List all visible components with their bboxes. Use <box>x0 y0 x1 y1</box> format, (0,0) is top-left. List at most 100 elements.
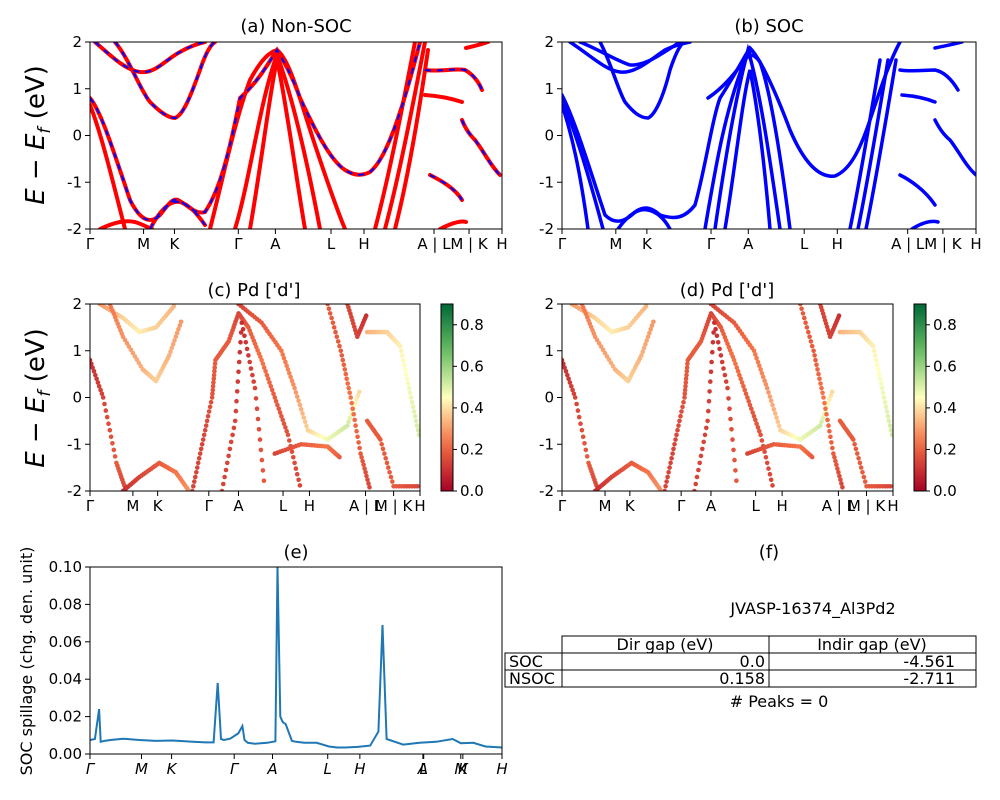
scatter-point <box>735 369 741 374</box>
scatter-point <box>408 395 414 400</box>
scatter-point <box>107 427 113 433</box>
scatter-point <box>838 477 843 483</box>
scatter-point <box>852 442 857 447</box>
scatter-point <box>759 438 765 443</box>
scatter-point <box>707 389 712 394</box>
scatter-point <box>335 339 341 344</box>
scatter-point <box>273 398 279 404</box>
scatter-point <box>409 399 415 405</box>
scatter-point <box>227 446 233 452</box>
scatter-point <box>242 333 247 339</box>
scatter-point <box>271 391 276 397</box>
scatter-point <box>236 369 241 375</box>
y-tick-label: 0 <box>544 127 554 145</box>
scatter-point <box>205 413 211 419</box>
scatter-point <box>677 418 682 424</box>
scatter-point <box>606 357 612 362</box>
scatter-point <box>706 408 711 414</box>
scatter-point <box>872 353 878 358</box>
scatter-point <box>284 363 290 369</box>
x-tick-label: L <box>279 497 288 515</box>
panel-f: (f) JVASP-16374_Al3Pd2 Dir gap (eV) Indi… <box>504 542 977 711</box>
scatter-point <box>862 479 868 484</box>
scatter-point <box>770 483 775 488</box>
panel-f-subtitle: JVASP-16374_Al3Pd2 <box>729 599 895 619</box>
scatter-point <box>851 437 856 442</box>
scatter-point <box>90 365 95 370</box>
table-row-label: SOC <box>509 652 543 671</box>
scatter-point <box>334 334 340 340</box>
band-curve <box>856 58 890 229</box>
x-tick-label: Γ <box>707 235 716 253</box>
scatter-point <box>820 390 825 396</box>
scatter-point <box>283 359 288 365</box>
scatter-point <box>709 359 714 365</box>
scatter-point <box>710 349 715 355</box>
scatter-point <box>412 413 418 419</box>
band-curve <box>423 93 464 104</box>
band-curve <box>438 219 468 229</box>
scatter-point <box>279 348 284 354</box>
scatter-point <box>698 453 704 459</box>
scatter-point <box>814 362 819 368</box>
scatter-point <box>571 391 577 397</box>
colorbar <box>440 303 454 492</box>
band-curve <box>562 98 605 229</box>
y-tick-label: 0.10 <box>49 558 82 576</box>
scatter-point <box>682 395 687 400</box>
scatter-point <box>294 471 300 477</box>
scatter-point <box>839 481 844 486</box>
scatter-point <box>126 344 132 349</box>
scatter-point <box>379 442 385 447</box>
scatter-point <box>857 460 863 466</box>
band-curve <box>568 42 692 74</box>
scatter-point <box>365 477 370 483</box>
scatter-point <box>344 376 350 382</box>
scatter-point <box>136 360 142 366</box>
scatter-point <box>706 398 712 404</box>
scatter-point <box>347 390 353 396</box>
scatter-point <box>256 427 262 432</box>
scatter-point <box>888 427 893 433</box>
scatter-point <box>90 361 94 367</box>
scatter-point <box>410 404 416 410</box>
colorbar-tick-label: 0.6 <box>933 357 957 375</box>
y-tick-label: 2 <box>544 33 554 51</box>
scatter-point <box>260 468 266 473</box>
scatter-point <box>582 441 587 446</box>
scatter-point <box>837 473 842 479</box>
scatter-point <box>754 421 759 427</box>
scatter-point <box>803 320 808 326</box>
x-tick-label: L <box>327 235 336 253</box>
x-tick-label: H <box>358 235 369 253</box>
scatter-point <box>821 395 826 400</box>
scatter-point <box>767 394 773 399</box>
scatter-point <box>572 395 578 400</box>
y-tick-label: -2 <box>67 220 82 238</box>
scatter-point <box>809 454 815 460</box>
scatter-point <box>762 449 767 455</box>
scatter-point <box>647 330 652 336</box>
scatter-point <box>682 391 688 397</box>
scatter-point <box>643 341 648 347</box>
scatter-point <box>383 456 389 461</box>
scatter-point <box>342 367 348 372</box>
scatter-point <box>826 423 831 428</box>
scatter-point <box>829 440 834 445</box>
scatter-point <box>285 367 291 372</box>
scatter-point <box>177 323 183 328</box>
scatter-point <box>807 334 812 340</box>
scatter-point <box>178 319 184 325</box>
scatter-point <box>566 376 571 382</box>
scatter-point <box>360 458 365 464</box>
x-tick-label: Γ <box>205 497 214 515</box>
scatter-point <box>388 474 394 480</box>
scatter-point <box>104 414 110 420</box>
scatter-point <box>763 455 769 460</box>
scatter-point <box>733 468 738 473</box>
table-cell-value: -4.561 <box>903 652 955 671</box>
scatter-point <box>293 390 299 395</box>
scatter-point <box>708 379 713 384</box>
scatter-point <box>204 418 210 424</box>
